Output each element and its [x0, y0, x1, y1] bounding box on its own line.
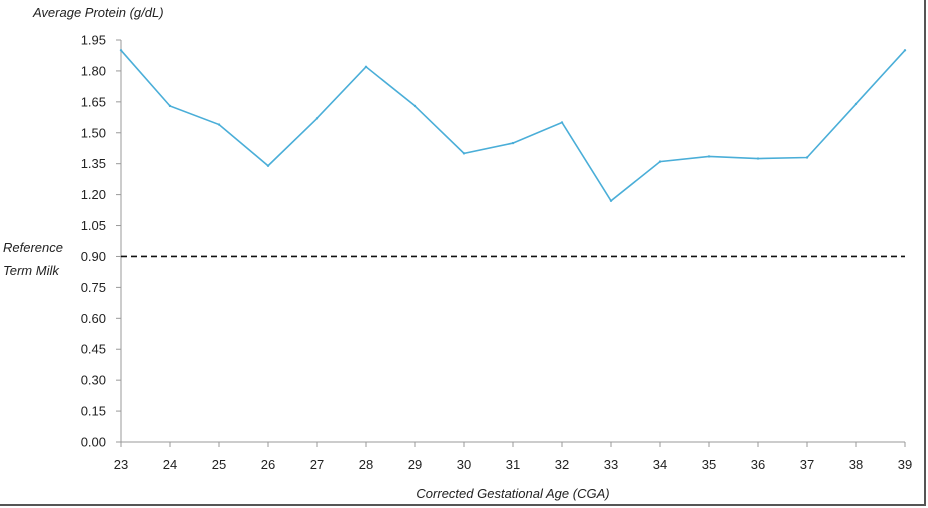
series-point [756, 157, 760, 160]
series-point [266, 164, 270, 167]
y-tick-label: 1.65 [81, 94, 106, 109]
x-tick-label: 29 [408, 457, 422, 472]
x-tick-label: 35 [702, 457, 716, 472]
y-tick-label: 0.60 [81, 311, 106, 326]
x-tick-label: 28 [359, 457, 373, 472]
y-tick-label: 0.75 [81, 280, 106, 295]
series-point [315, 117, 319, 120]
series-point [364, 65, 368, 69]
y-tick-label: 1.80 [81, 63, 106, 78]
x-axis-title: Corrected Gestational Age (CGA) [416, 486, 609, 501]
y-tick-label: 1.95 [81, 33, 106, 48]
x-tick-label: 27 [310, 457, 324, 472]
y-tick-label: 0.45 [81, 342, 106, 357]
x-axis-ticks: 23 24 25 26 27 28 29 30 31 32 33 34 35 36 37 38 39 [114, 442, 912, 472]
series-point [168, 104, 172, 108]
series-point [805, 156, 809, 159]
x-tick-label: 31 [506, 457, 520, 472]
series-line [120, 49, 906, 202]
x-tick-label: 24 [163, 457, 177, 472]
reference-label-line1: Reference [3, 240, 63, 255]
x-tick-label: 38 [849, 457, 863, 472]
x-tick-label: 39 [898, 457, 912, 472]
series-point [511, 141, 515, 145]
y-tick-label: 0.30 [81, 373, 106, 388]
series-point [707, 155, 711, 158]
x-tick-label: 26 [261, 457, 275, 472]
series-point [609, 199, 613, 202]
y-tick-label: 0.00 [81, 435, 106, 450]
x-tick-label: 37 [800, 457, 814, 472]
y-tick-label: 1.50 [81, 125, 106, 140]
y-tick-label: 1.20 [81, 187, 106, 202]
x-tick-label: 23 [114, 457, 128, 472]
y-tick-label: 0.15 [81, 404, 106, 419]
x-tick-label: 25 [212, 457, 226, 472]
series-point [462, 152, 466, 155]
y-tick-label: 1.05 [81, 218, 106, 233]
series-point [560, 121, 564, 124]
series-point [217, 123, 221, 126]
y-axis-ticks: 0.00 0.15 0.30 0.45 0.60 0.75 0.90 1.05 1.20 1.35… [81, 33, 121, 450]
y-tick-label: 0.90 [81, 249, 106, 264]
series-point [903, 49, 907, 52]
x-tick-label: 32 [555, 457, 569, 472]
y-axis-title: Average Protein (g/dL) [32, 5, 164, 20]
series-point [119, 49, 123, 52]
reference-label-line2: Term Milk [3, 263, 60, 278]
x-tick-label: 33 [604, 457, 618, 472]
series-point [854, 102, 858, 106]
series-points [119, 49, 907, 202]
x-tick-label: 30 [457, 457, 471, 472]
series-point [413, 104, 417, 108]
series-point [658, 160, 662, 163]
y-tick-label: 1.35 [81, 156, 106, 171]
x-tick-label: 36 [751, 457, 765, 472]
x-tick-label: 34 [653, 457, 667, 472]
